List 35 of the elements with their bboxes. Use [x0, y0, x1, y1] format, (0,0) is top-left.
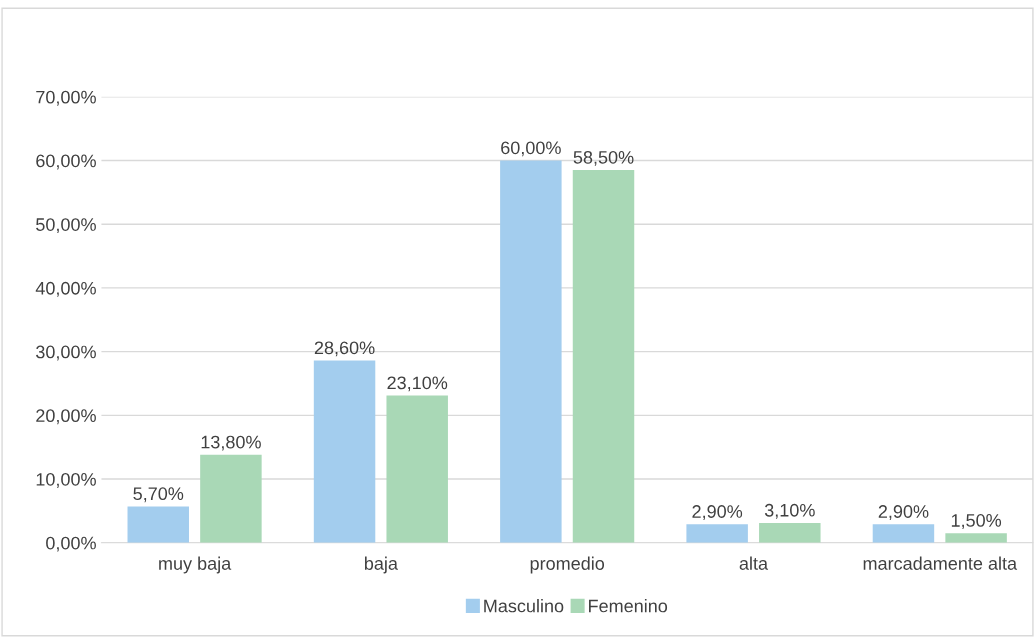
bar — [872, 524, 935, 543]
bar — [686, 524, 748, 543]
bar — [500, 160, 562, 543]
bar — [572, 170, 635, 543]
y-tick-label: 10,00% — [36, 472, 96, 488]
bar — [127, 506, 189, 543]
data-label: 60,00% — [501, 141, 561, 157]
bar — [386, 395, 448, 543]
data-label: 1,50% — [951, 514, 1002, 529]
x-tick-label: alta — [739, 556, 769, 570]
data-label: 5,70% — [133, 487, 184, 503]
x-tick-label: promedio — [530, 556, 605, 574]
y-tick-label: 60,00% — [36, 154, 96, 170]
y-tick-label: 70,00% — [36, 90, 96, 106]
data-label: 3,10% — [764, 503, 815, 519]
x-tick-label: muy baja — [159, 556, 232, 574]
bar — [945, 533, 1007, 543]
legend-label: Masculino — [484, 599, 564, 613]
y-tick-label: 50,00% — [36, 218, 96, 234]
data-label: 13,80% — [201, 435, 261, 451]
y-tick-label: 30,00% — [36, 345, 96, 361]
bar — [759, 522, 821, 543]
data-label: 23,10% — [387, 376, 448, 392]
bar — [313, 360, 376, 543]
legend-label: Femenino — [589, 599, 668, 613]
y-tick-label: 40,00% — [35, 281, 96, 297]
data-label: 2,90% — [692, 505, 743, 521]
x-tick-label: marcadamente alta — [863, 556, 1018, 570]
data-label: 58,50% — [573, 150, 634, 166]
data-label: 2,90% — [878, 505, 929, 521]
y-tick-label: 20,00% — [36, 409, 96, 425]
data-label: 28,60% — [314, 341, 375, 357]
x-tick-label: baja — [364, 556, 398, 574]
bar — [200, 454, 262, 543]
y-tick-label: 0,00% — [46, 536, 96, 552]
